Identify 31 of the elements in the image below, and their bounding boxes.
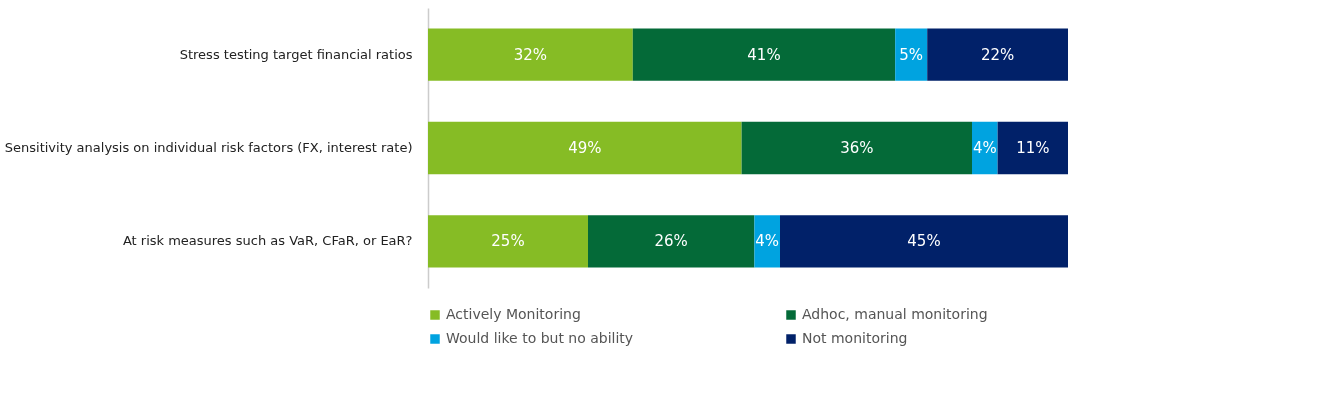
data-label: 36% bbox=[840, 139, 874, 157]
bar bbox=[895, 28, 928, 81]
y-tick-label: Sensitivity analysis on individual risk factors (FX, interest rate) bbox=[4, 140, 413, 155]
bar bbox=[997, 121, 1068, 175]
data-label: 4% bbox=[755, 232, 780, 251]
data-label: 41% bbox=[747, 45, 781, 64]
legend-label: Would like to but no ability bbox=[446, 330, 634, 346]
bar bbox=[588, 215, 755, 268]
data-label: 32% bbox=[513, 45, 548, 64]
bar bbox=[754, 215, 780, 268]
data-label: 4% bbox=[972, 139, 997, 157]
legend-label: Actively Monitoring bbox=[446, 306, 581, 322]
data-label: 22% bbox=[980, 45, 1015, 64]
bar bbox=[972, 121, 998, 175]
bar bbox=[927, 28, 1068, 81]
y-tick-label: At risk measures such as VaR, CFaR, or EaR? bbox=[122, 233, 413, 249]
legend-label: Adhoc, manual monitoring bbox=[802, 306, 988, 322]
data-label: 26% bbox=[654, 232, 688, 251]
bar bbox=[632, 28, 896, 81]
bar bbox=[780, 215, 1068, 268]
y-tick-label: Stress testing target financial ratios bbox=[179, 46, 413, 62]
data-label: 11% bbox=[1016, 139, 1050, 157]
bar bbox=[428, 215, 588, 268]
data-label: 25% bbox=[491, 232, 525, 251]
legend-label: Not monitoring bbox=[802, 330, 908, 346]
bar bbox=[428, 121, 742, 175]
bar bbox=[428, 28, 633, 81]
bar bbox=[741, 121, 972, 175]
data-label: 49% bbox=[568, 139, 602, 157]
data-label: 45% bbox=[907, 232, 941, 251]
data-label: 5% bbox=[899, 45, 924, 64]
